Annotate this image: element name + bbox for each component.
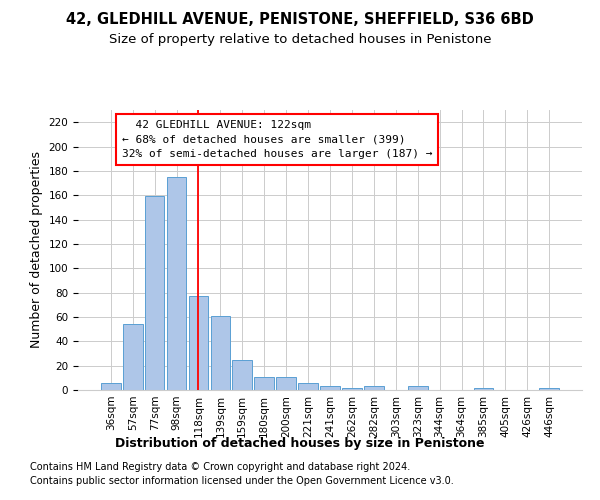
Bar: [254, 376, 274, 390]
Bar: [123, 324, 143, 390]
Text: Contains HM Land Registry data © Crown copyright and database right 2024.: Contains HM Land Registry data © Crown c…: [30, 462, 410, 472]
Bar: [539, 388, 559, 390]
Bar: [232, 360, 252, 390]
Bar: [298, 382, 318, 390]
Text: Size of property relative to detached houses in Penistone: Size of property relative to detached ho…: [109, 32, 491, 46]
Y-axis label: Number of detached properties: Number of detached properties: [30, 152, 43, 348]
Bar: [320, 386, 340, 390]
Text: 42, GLEDHILL AVENUE, PENISTONE, SHEFFIELD, S36 6BD: 42, GLEDHILL AVENUE, PENISTONE, SHEFFIEL…: [66, 12, 534, 28]
Bar: [276, 376, 296, 390]
Bar: [101, 382, 121, 390]
Bar: [167, 177, 187, 390]
Text: Distribution of detached houses by size in Penistone: Distribution of detached houses by size …: [115, 438, 485, 450]
Bar: [473, 388, 493, 390]
Bar: [211, 316, 230, 390]
Bar: [342, 388, 362, 390]
Bar: [188, 296, 208, 390]
Bar: [364, 386, 384, 390]
Bar: [408, 386, 428, 390]
Text: 42 GLEDHILL AVENUE: 122sqm  
← 68% of detached houses are smaller (399)
32% of s: 42 GLEDHILL AVENUE: 122sqm ← 68% of deta…: [122, 120, 432, 160]
Bar: [145, 196, 164, 390]
Text: Contains public sector information licensed under the Open Government Licence v3: Contains public sector information licen…: [30, 476, 454, 486]
